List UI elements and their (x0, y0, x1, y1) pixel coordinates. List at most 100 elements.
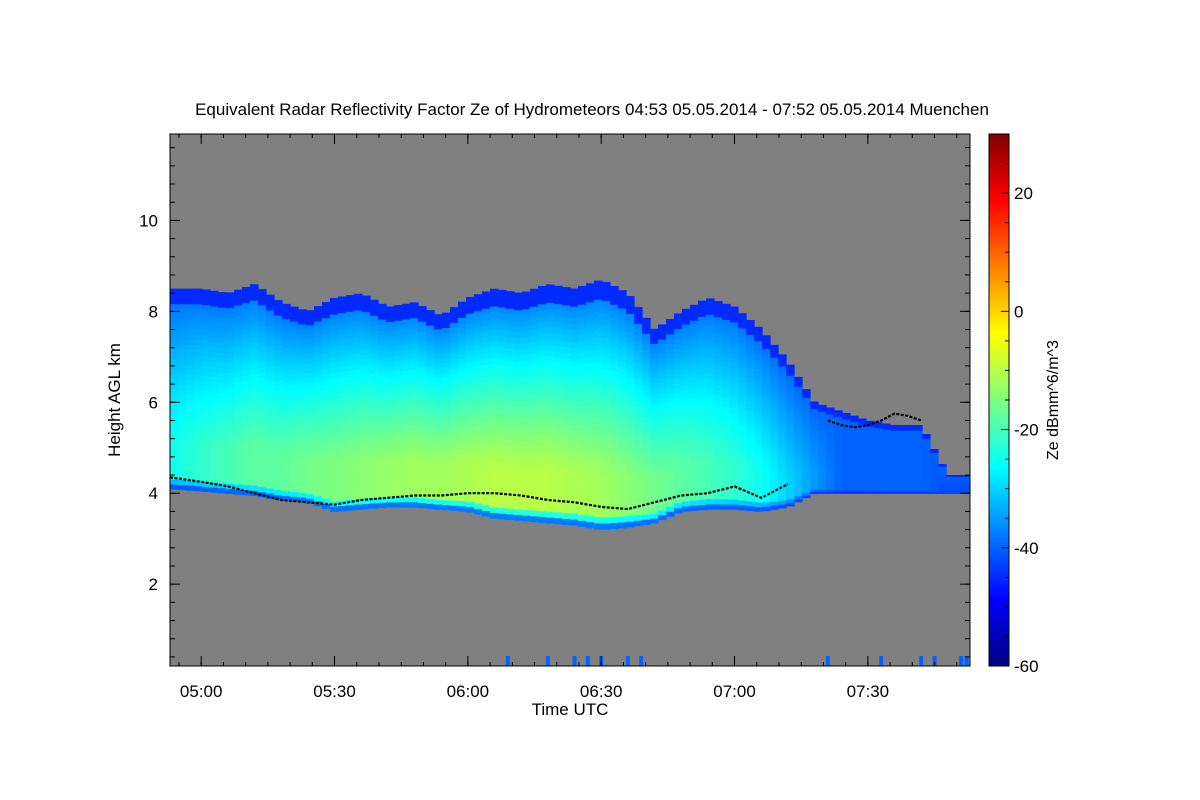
heatmap-cell (418, 401, 427, 408)
heatmap-cell (666, 447, 675, 453)
heatmap-cell (290, 306, 299, 313)
heatmap-cell (314, 420, 323, 427)
heatmap-cell (250, 389, 259, 396)
heatmap-cell (298, 458, 307, 464)
heatmap-cell (562, 358, 571, 365)
heatmap-cell (706, 482, 715, 489)
heatmap-cell (474, 404, 483, 411)
heatmap-cell (274, 449, 283, 456)
heatmap-cell (298, 381, 307, 387)
heatmap-cell (810, 419, 819, 423)
heatmap-cell (498, 295, 507, 302)
heatmap-cell (762, 414, 771, 420)
heatmap-cell (290, 350, 299, 356)
heatmap-cell (746, 448, 755, 454)
heatmap-cell (274, 474, 283, 481)
heatmap-cell (250, 453, 259, 460)
heatmap-cell (602, 411, 611, 419)
heatmap-cell (418, 316, 427, 322)
heatmap-cell (298, 376, 307, 383)
heatmap-cell (498, 329, 507, 337)
heatmap-cell (938, 479, 947, 481)
heatmap-cell (306, 435, 315, 441)
heatmap-cell (514, 326, 523, 334)
heatmap-cell (426, 419, 435, 425)
heatmap-cell (226, 317, 235, 324)
heatmap-cell (786, 488, 795, 493)
heatmap-cell (866, 437, 875, 440)
heatmap-cell (258, 429, 267, 436)
heatmap-cell (626, 353, 635, 361)
heatmap-cell (330, 383, 339, 390)
heatmap-cell (186, 459, 195, 466)
heatmap-cell (602, 331, 611, 339)
heatmap-cell (330, 393, 339, 400)
heatmap-cell (922, 447, 931, 450)
heatmap-cell (850, 460, 859, 463)
heatmap-cell (546, 445, 555, 452)
heatmap-cell (466, 495, 475, 502)
heatmap-cell (754, 359, 763, 365)
heatmap-cell (778, 377, 787, 382)
heatmap-cell (866, 464, 875, 467)
heatmap-cell (522, 429, 531, 436)
heatmap-cell (402, 461, 411, 467)
heatmap-cell (210, 356, 219, 362)
heatmap-cell (634, 481, 643, 488)
heatmap-cell (722, 365, 731, 372)
heatmap-cell (874, 479, 883, 482)
heatmap-cell (466, 382, 475, 389)
heatmap-cell (762, 409, 771, 415)
heatmap-cell (218, 442, 227, 449)
heatmap-cell (290, 379, 299, 386)
heatmap-cell (546, 385, 555, 393)
heatmap-cell (890, 469, 899, 472)
heatmap-cell (274, 469, 283, 476)
heatmap-cell (666, 501, 675, 507)
heatmap-cell (786, 431, 795, 436)
heatmap-cell (818, 437, 827, 441)
heatmap-cell (242, 370, 251, 376)
heatmap-cell (770, 414, 779, 420)
heatmap-cell (466, 302, 475, 309)
heatmap-cell (722, 498, 731, 505)
heatmap-cell (170, 323, 179, 330)
heatmap-cell (186, 288, 195, 295)
heatmap-cell (658, 461, 667, 467)
heatmap-cell (186, 298, 195, 305)
heatmap-cell (194, 374, 203, 381)
heatmap-cell (898, 425, 907, 428)
heatmap-cell (290, 481, 299, 488)
heatmap-cell (722, 350, 731, 356)
heatmap-cell (714, 477, 723, 484)
heatmap-cell (578, 340, 587, 347)
heatmap-cell (266, 376, 275, 382)
heatmap-cell (450, 413, 459, 420)
heatmap-cell (930, 492, 939, 494)
heatmap-cell (754, 382, 763, 388)
heatmap-cell (826, 458, 835, 462)
heatmap-cell (842, 469, 851, 472)
heatmap-cell (466, 307, 475, 314)
heatmap-cell (370, 445, 379, 452)
heatmap-cell (690, 325, 699, 332)
heatmap-cell (362, 434, 371, 441)
heatmap-cell (714, 353, 723, 359)
heatmap-cell (170, 348, 179, 355)
heatmap-cell (850, 473, 859, 477)
heatmap-cell (178, 389, 187, 395)
heatmap-cell (450, 393, 459, 400)
heatmap-cell (554, 470, 563, 477)
heatmap-cell (690, 361, 699, 368)
heatmap-cell (714, 301, 723, 307)
heatmap-cell (378, 354, 387, 361)
heatmap-cell (834, 482, 843, 486)
heatmap-cell (722, 401, 731, 408)
heatmap-cell (314, 331, 323, 337)
heatmap-cell (538, 291, 547, 299)
heatmap-cell (298, 487, 307, 493)
heatmap-cell (690, 422, 699, 429)
heatmap-cell (746, 486, 755, 492)
heatmap-cell (506, 479, 515, 486)
heatmap-cell (442, 312, 451, 319)
